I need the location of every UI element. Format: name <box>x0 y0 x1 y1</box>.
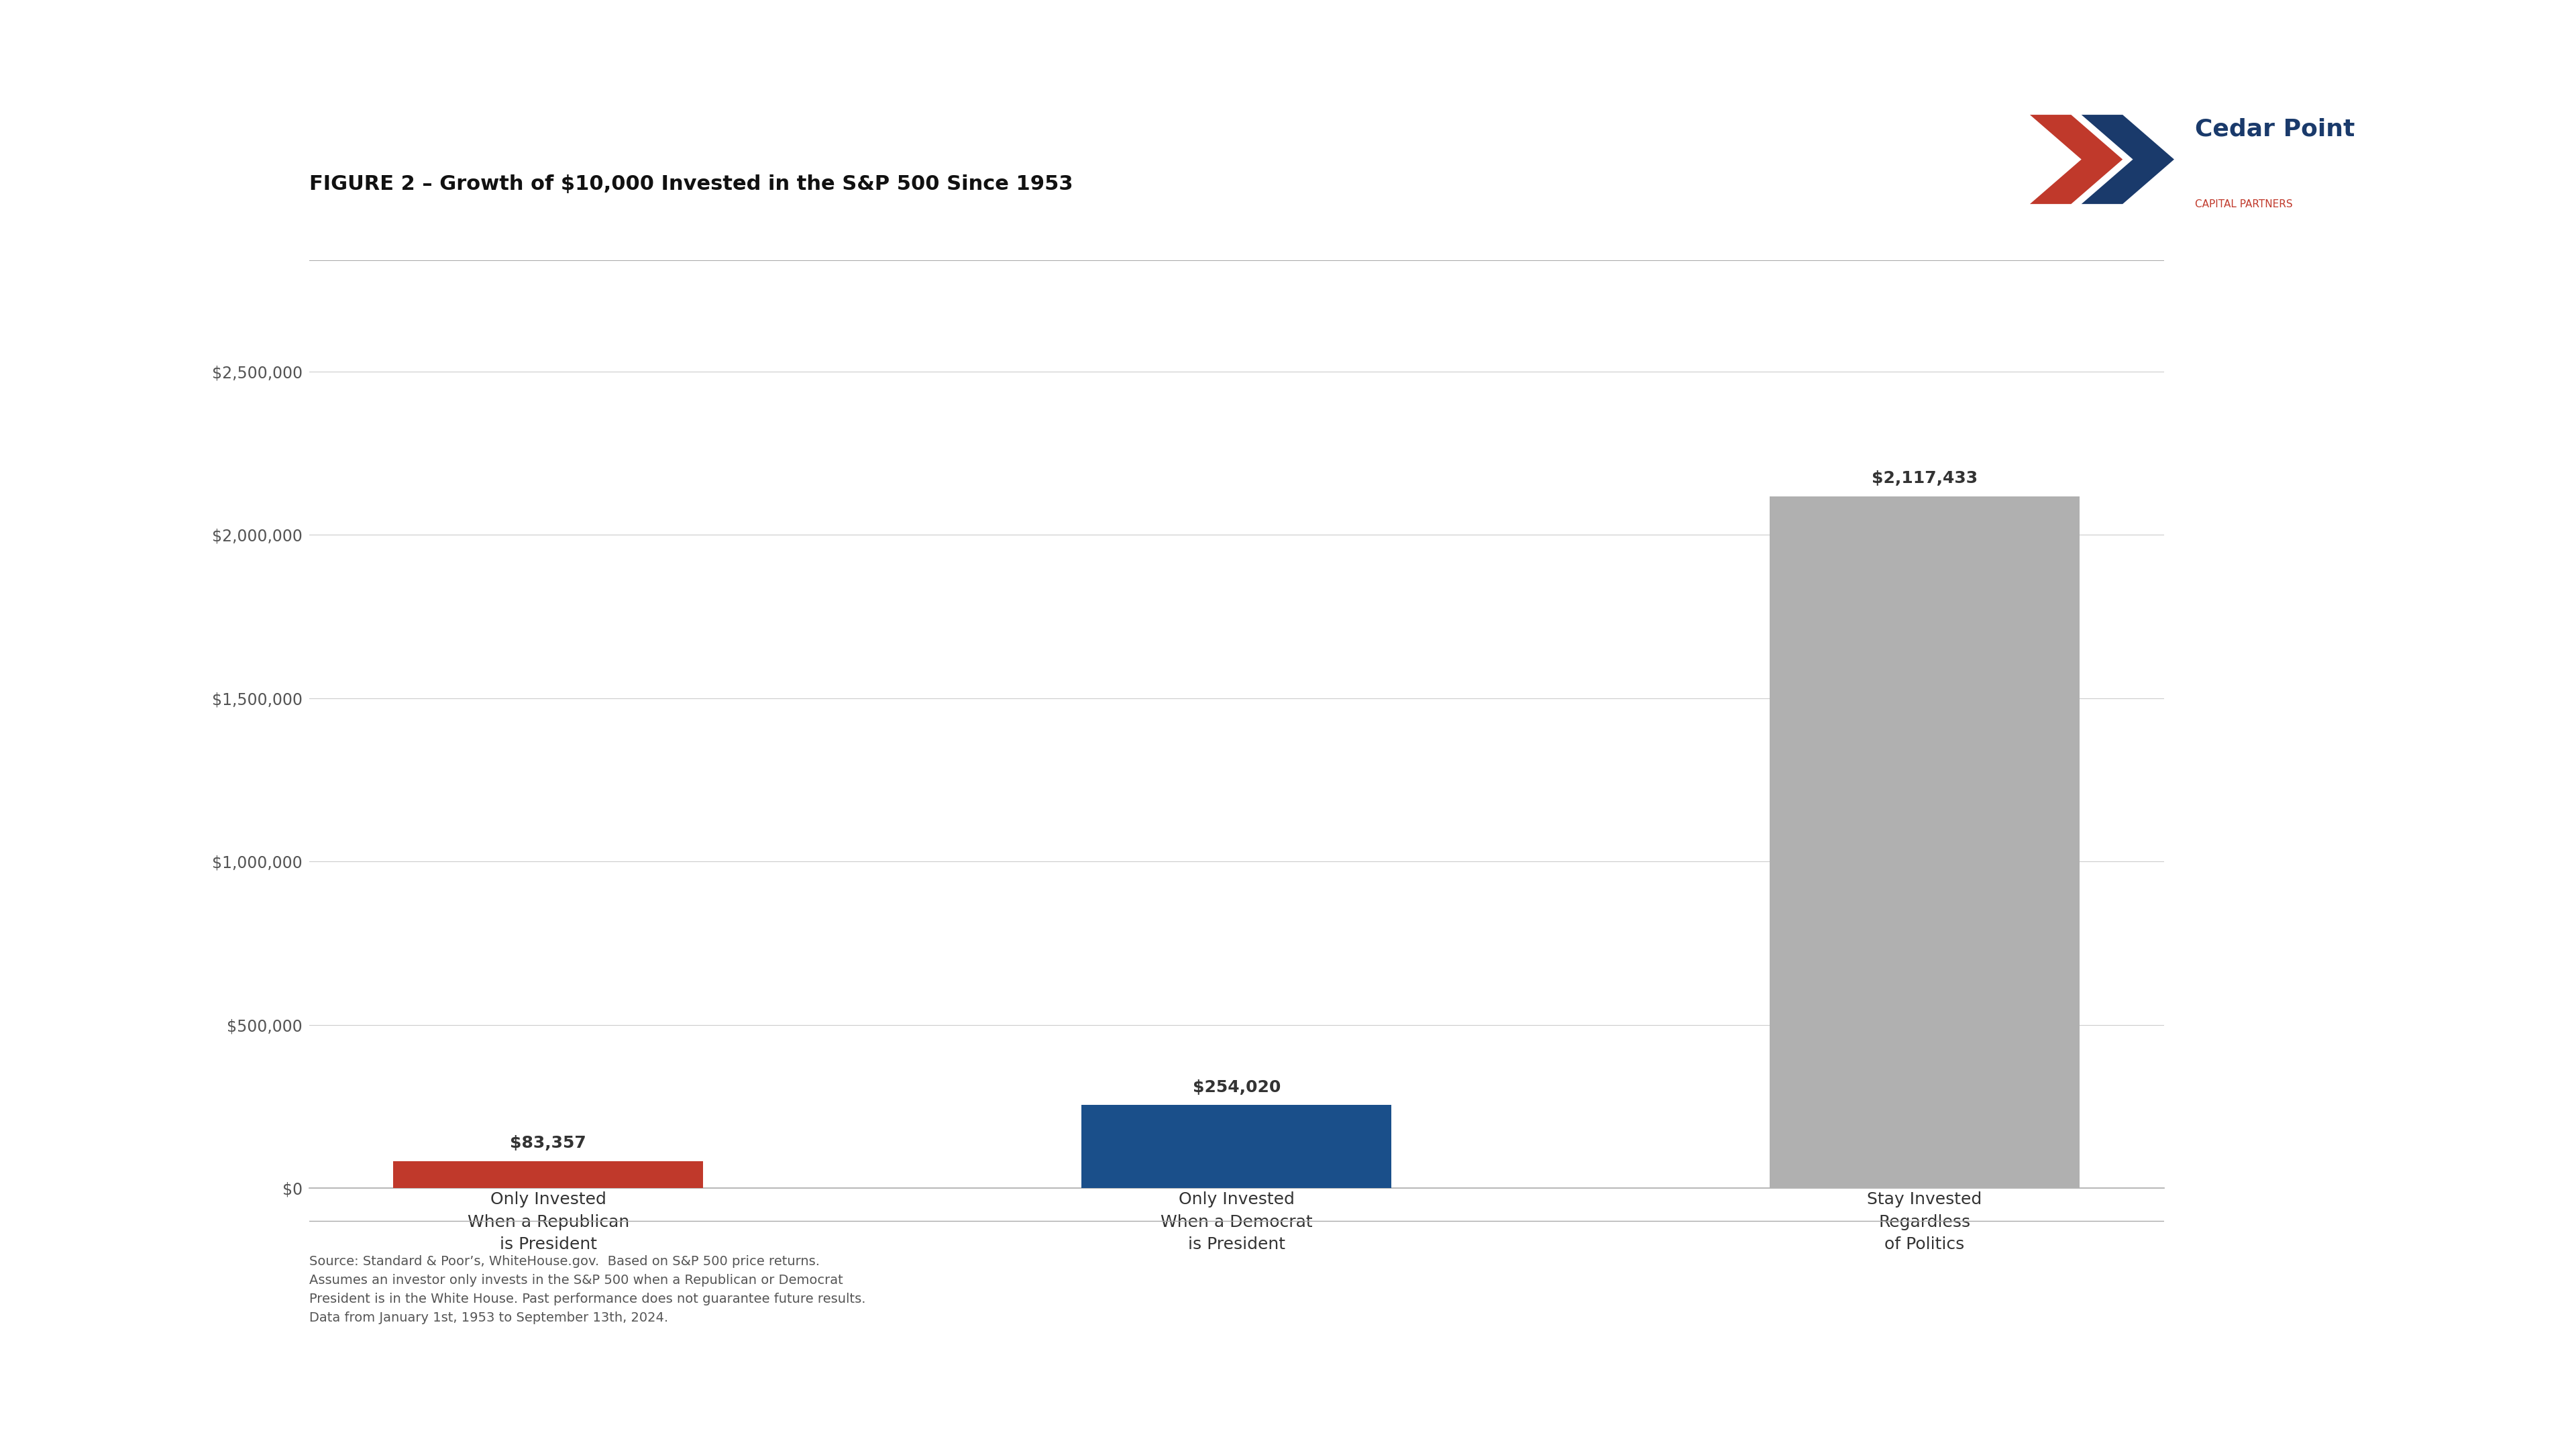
Text: Source: Standard & Poor’s, WhiteHouse.gov.  Based on S&P 500 price returns.
Assu: Source: Standard & Poor’s, WhiteHouse.go… <box>309 1255 866 1324</box>
Bar <box>1770 497 2079 1188</box>
Text: Cedar Point: Cedar Point <box>2195 117 2354 141</box>
Bar <box>1082 1106 1391 1188</box>
Text: $2,117,433: $2,117,433 <box>1873 471 1978 487</box>
Text: FIGURE 2 – Growth of $10,000 Invested in the S&P 500 Since 1953: FIGURE 2 – Growth of $10,000 Invested in… <box>309 175 1072 194</box>
Polygon shape <box>2081 114 2174 204</box>
Bar <box>394 1161 703 1188</box>
Text: $83,357: $83,357 <box>510 1135 587 1151</box>
Polygon shape <box>2030 114 2123 204</box>
Text: $254,020: $254,020 <box>1193 1080 1280 1095</box>
Text: CAPITAL PARTNERS: CAPITAL PARTNERS <box>2195 199 2293 209</box>
